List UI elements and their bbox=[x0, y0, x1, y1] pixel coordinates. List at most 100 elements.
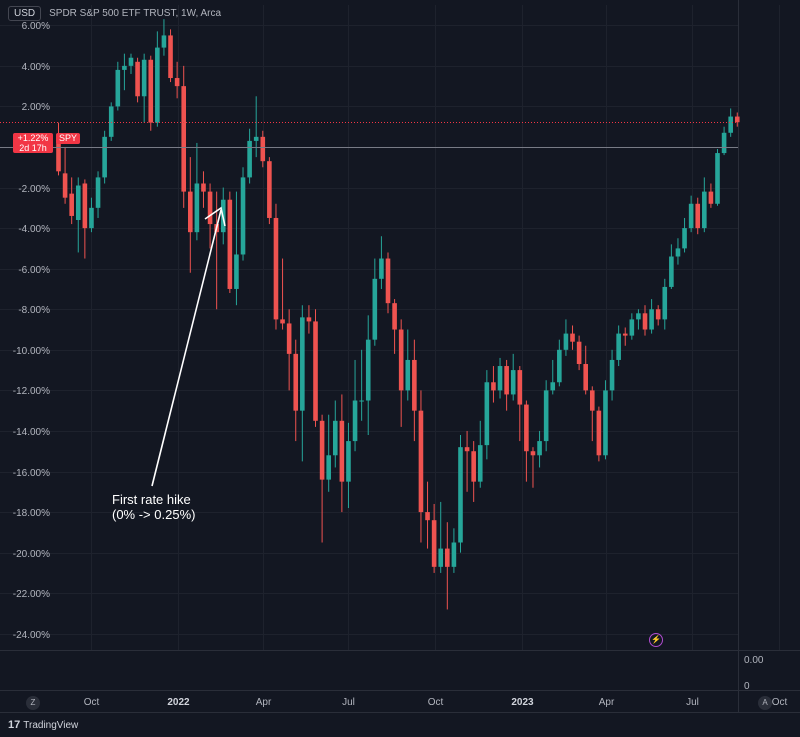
candle bbox=[332, 400, 338, 468]
candle-body bbox=[326, 455, 331, 480]
candle bbox=[352, 359, 358, 452]
candle bbox=[141, 53, 147, 123]
lightning-bolt-icon[interactable]: ⚡ bbox=[649, 633, 663, 647]
candle bbox=[174, 61, 180, 99]
candle-body bbox=[346, 441, 351, 482]
candle bbox=[253, 96, 259, 158]
candle-body bbox=[669, 256, 674, 287]
candle-body bbox=[583, 364, 588, 391]
candle bbox=[365, 315, 371, 435]
candle-body bbox=[95, 177, 101, 208]
annotation-text: First rate hike (0% -> 0.25%) bbox=[112, 492, 195, 522]
candle bbox=[464, 430, 470, 492]
candle-body bbox=[385, 258, 391, 304]
candles bbox=[56, 19, 740, 610]
candle-body bbox=[477, 445, 483, 482]
candle-body bbox=[412, 359, 417, 411]
candle-body bbox=[530, 451, 536, 456]
candle bbox=[458, 435, 463, 553]
candle bbox=[715, 149, 720, 206]
zoom-button[interactable]: Z bbox=[26, 696, 40, 710]
candle bbox=[695, 197, 701, 235]
candle-body bbox=[537, 441, 542, 456]
candle-body bbox=[629, 319, 635, 336]
candle-body bbox=[563, 333, 569, 350]
candle bbox=[728, 108, 733, 137]
candle-body bbox=[260, 136, 266, 162]
candle bbox=[662, 278, 668, 330]
candle bbox=[550, 359, 556, 395]
annotation-line-1: First rate hike bbox=[112, 492, 191, 507]
candle-body bbox=[62, 173, 68, 198]
auto-scale-button[interactable]: A bbox=[758, 696, 772, 710]
y-axis[interactable]: 6.00%4.00%2.00%0.00%-2.00%-4.00%-6.00%-8… bbox=[13, 21, 50, 641]
candle bbox=[675, 238, 681, 265]
candle bbox=[497, 357, 503, 399]
candle bbox=[161, 19, 167, 56]
candle bbox=[510, 353, 516, 401]
candle bbox=[128, 53, 134, 74]
x-tick-label: 2023 bbox=[511, 697, 534, 708]
candle bbox=[418, 390, 424, 543]
candle bbox=[122, 53, 127, 91]
x-tick-label: Oct bbox=[772, 697, 788, 708]
candle bbox=[622, 327, 628, 346]
candle-body bbox=[392, 303, 397, 330]
candle-body bbox=[122, 65, 127, 70]
candle bbox=[451, 528, 457, 573]
ticker-badge: SPY bbox=[56, 133, 81, 144]
candle bbox=[227, 191, 233, 294]
candle bbox=[557, 339, 562, 387]
candle bbox=[491, 366, 496, 403]
x-axis[interactable]: Oct 2022 Apr Jul Oct 2023 Apr Jul Oct bbox=[84, 697, 788, 708]
candle bbox=[201, 171, 206, 208]
candle-body bbox=[708, 191, 714, 204]
candle bbox=[247, 128, 252, 184]
candle-body bbox=[491, 382, 496, 391]
candle-body bbox=[141, 59, 147, 97]
candle-body bbox=[589, 390, 595, 411]
y-tick-label: -4.00% bbox=[18, 224, 50, 235]
candle bbox=[56, 122, 61, 176]
y-tick-label: -24.00% bbox=[13, 630, 50, 641]
candle-body bbox=[115, 69, 121, 107]
arrow-shaft bbox=[151, 209, 222, 487]
candle bbox=[346, 422, 351, 509]
candle-body bbox=[622, 333, 628, 336]
currency-button[interactable]: USD bbox=[8, 5, 42, 21]
y-tick-label: -22.00% bbox=[13, 589, 50, 600]
x-tick-label: Jul bbox=[342, 697, 355, 708]
candle bbox=[188, 157, 193, 273]
candle-body bbox=[234, 254, 239, 289]
candle bbox=[484, 370, 490, 460]
candle bbox=[655, 305, 661, 326]
y-tick-label: -20.00% bbox=[13, 549, 50, 560]
candle-body bbox=[247, 140, 252, 178]
candle-body bbox=[365, 339, 371, 401]
candle bbox=[721, 126, 727, 156]
footer: 17 TradingView bbox=[8, 717, 78, 733]
candle bbox=[405, 329, 411, 401]
candle-body bbox=[649, 309, 654, 330]
candle bbox=[102, 130, 107, 184]
candle-body bbox=[543, 390, 549, 442]
candle bbox=[313, 309, 318, 427]
candle-body bbox=[181, 86, 187, 192]
candle-body bbox=[418, 410, 424, 513]
y-tick-label: -2.00% bbox=[18, 184, 50, 195]
candle-body bbox=[89, 207, 94, 229]
candle-body bbox=[168, 35, 173, 79]
candle-body bbox=[194, 183, 200, 233]
reference-lines bbox=[0, 122, 738, 148]
candle-body bbox=[471, 451, 476, 482]
candle bbox=[438, 501, 444, 573]
candle bbox=[115, 61, 121, 111]
price-change-label: +1.22% bbox=[17, 133, 49, 143]
candle bbox=[372, 258, 378, 346]
candle-body bbox=[174, 78, 180, 87]
candle-body bbox=[550, 382, 556, 391]
candle bbox=[649, 299, 654, 334]
candle bbox=[603, 380, 608, 460]
candle bbox=[359, 349, 364, 421]
